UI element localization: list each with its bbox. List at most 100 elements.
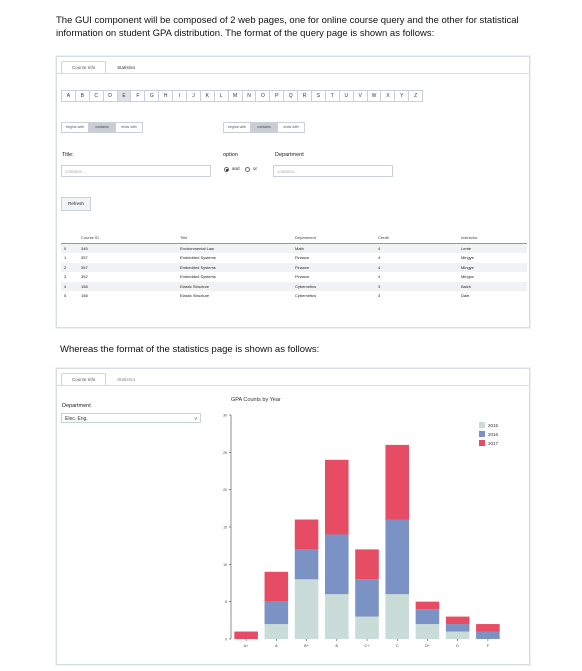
- letter-k-button[interactable]: K: [199, 90, 215, 102]
- letter-t-button[interactable]: T: [324, 90, 340, 102]
- cell-title: Environmental Law: [177, 243, 292, 253]
- course-table: Course ID Title Department Credit Instru…: [61, 233, 527, 301]
- x-tick-label: C: [396, 644, 399, 648]
- dept-contains-button[interactable]: contains: [250, 122, 278, 133]
- letter-d-button[interactable]: D: [102, 90, 118, 102]
- letter-z-button[interactable]: Z: [408, 90, 424, 102]
- department-header[interactable]: Department: [292, 233, 375, 244]
- gpa-chart: GPA Counts by Year 0 5 10 15 20 25 30 A+ A B+ B C+ C…: [223, 397, 500, 648]
- tab-statistics[interactable]: Statistics: [106, 61, 147, 73]
- table-header-row: Course ID Title Department Credit Instru…: [61, 233, 527, 244]
- or-radio[interactable]: [245, 167, 250, 172]
- title-label: Title:: [62, 152, 74, 158]
- table-row[interactable]: 3 352 Embedded Systems Finance 4 Mingoz: [61, 272, 527, 282]
- letter-j-button[interactable]: J: [186, 90, 201, 102]
- tab-course-info[interactable]: Course Info: [61, 373, 107, 385]
- letter-l-button[interactable]: L: [213, 90, 229, 102]
- cell-title: Embedded Systems: [180, 274, 216, 280]
- bar-2015-A: [264, 624, 289, 639]
- bar-2017-F: [476, 624, 500, 632]
- department-select-value: Elec. Eng.: [65, 416, 88, 422]
- y-tick-label: 15: [223, 526, 227, 530]
- table-row[interactable]: 1 357 Embedded Systems Finance 4 Mingye: [61, 253, 527, 263]
- department-input[interactable]: contains...: [273, 165, 393, 177]
- letter-i-button[interactable]: I: [172, 90, 188, 102]
- bar-2016-C+: [355, 579, 379, 617]
- title-input[interactable]: contains...: [61, 165, 211, 177]
- letter-o-button[interactable]: O: [255, 90, 271, 102]
- course-id-header[interactable]: Course ID: [78, 233, 177, 244]
- legend-label: 2017: [488, 441, 499, 446]
- cell-idx: 1: [64, 255, 67, 261]
- cell-title: Embedded Systems: [180, 255, 216, 261]
- cell-dept: Cybernetics: [295, 293, 317, 299]
- chevron-down-icon: v: [194, 416, 198, 422]
- title-ends-with-button[interactable]: ends with: [115, 122, 143, 133]
- letter-q-button[interactable]: Q: [283, 90, 299, 102]
- letter-c-button[interactable]: C: [88, 90, 104, 102]
- letter-p-button[interactable]: P: [269, 90, 285, 102]
- bar-2016-D: [445, 624, 470, 632]
- tab-course-info[interactable]: Course Info: [61, 61, 107, 73]
- letter-s-button[interactable]: S: [311, 90, 326, 102]
- and-radio[interactable]: [224, 167, 229, 172]
- letter-e-button[interactable]: E: [116, 90, 132, 102]
- letter-y-button[interactable]: Y: [394, 90, 410, 102]
- query-tabs: Course Info Statistics: [61, 61, 147, 73]
- dept-match-mode: begins with contains ends with: [223, 122, 305, 133]
- dept-ends-with-button[interactable]: ends with: [277, 122, 305, 133]
- legend-label: 2016: [488, 432, 499, 437]
- letter-w-button[interactable]: W: [366, 90, 382, 102]
- letter-b-button[interactable]: B: [74, 90, 90, 102]
- bar-2015-B: [324, 594, 349, 639]
- table-row[interactable]: 0 345 Environmental Law Math 4 Lente: [61, 243, 527, 253]
- letter-v-button[interactable]: V: [352, 90, 368, 102]
- instructor-header[interactable]: Instructor: [458, 233, 527, 244]
- chart-title: GPA Counts by Year: [231, 397, 281, 403]
- bar-2015-D+: [415, 624, 440, 639]
- cell-id: 352: [81, 274, 88, 280]
- cell-dept: Math: [292, 243, 375, 253]
- table-row[interactable]: 2 357 Embedded Systems Finance 4 Mingye: [61, 262, 527, 272]
- department-label: Department: [275, 152, 304, 158]
- bar-2016-B+: [294, 549, 319, 580]
- tab-statistics[interactable]: Statistics: [106, 373, 147, 385]
- cell-instructor: Mingoz: [461, 274, 474, 280]
- table-row[interactable]: 4 158 Elastic Structure Cybernetics 3 Balch: [61, 281, 527, 291]
- y-tick-label: 5: [225, 600, 227, 604]
- cell-title: Embedded Systems: [177, 262, 292, 272]
- y-tick-label: 10: [223, 563, 227, 567]
- x-tick-label: B: [336, 644, 339, 648]
- letter-g-button[interactable]: G: [144, 90, 160, 102]
- cell-dept: Finance: [292, 262, 375, 272]
- or-label: or: [253, 166, 258, 171]
- letter-h-button[interactable]: H: [158, 90, 174, 102]
- title-begins-with-button[interactable]: begins with: [61, 122, 89, 133]
- cell-credit: 3: [375, 281, 458, 291]
- legend-swatch: [479, 440, 485, 446]
- letter-f-button[interactable]: F: [130, 90, 146, 102]
- tab-divider: [57, 385, 529, 386]
- letter-a-button[interactable]: A: [61, 90, 76, 102]
- letter-n-button[interactable]: N: [241, 90, 257, 102]
- cell-dept: Cybernetics: [292, 281, 375, 291]
- letter-u-button[interactable]: U: [338, 90, 354, 102]
- letter-m-button[interactable]: M: [227, 90, 243, 102]
- letter-r-button[interactable]: R: [297, 90, 313, 102]
- statistics-page-screenshot: Course Info Statistics Department Elec. …: [56, 368, 530, 665]
- tab-divider: [57, 73, 529, 74]
- letter-x-button[interactable]: X: [380, 90, 396, 102]
- table-row[interactable]: 5 158 Elastic Structure Cybernetics 3 Dale: [61, 291, 527, 301]
- bar-2016-D+: [415, 609, 440, 625]
- dept-begins-with-button[interactable]: begins with: [223, 122, 251, 133]
- cell-dept: Finance: [295, 274, 310, 280]
- title-header[interactable]: Title: [177, 233, 292, 244]
- credit-header[interactable]: Credit: [375, 233, 458, 244]
- bar-2017-B+: [294, 519, 319, 550]
- department-select[interactable]: Elec. Eng. v: [61, 413, 201, 423]
- x-tick-label: C+: [365, 644, 371, 648]
- cell-id: 158: [78, 281, 177, 291]
- refresh-button[interactable]: Refresh: [61, 197, 91, 211]
- title-contains-button[interactable]: contains: [88, 122, 116, 133]
